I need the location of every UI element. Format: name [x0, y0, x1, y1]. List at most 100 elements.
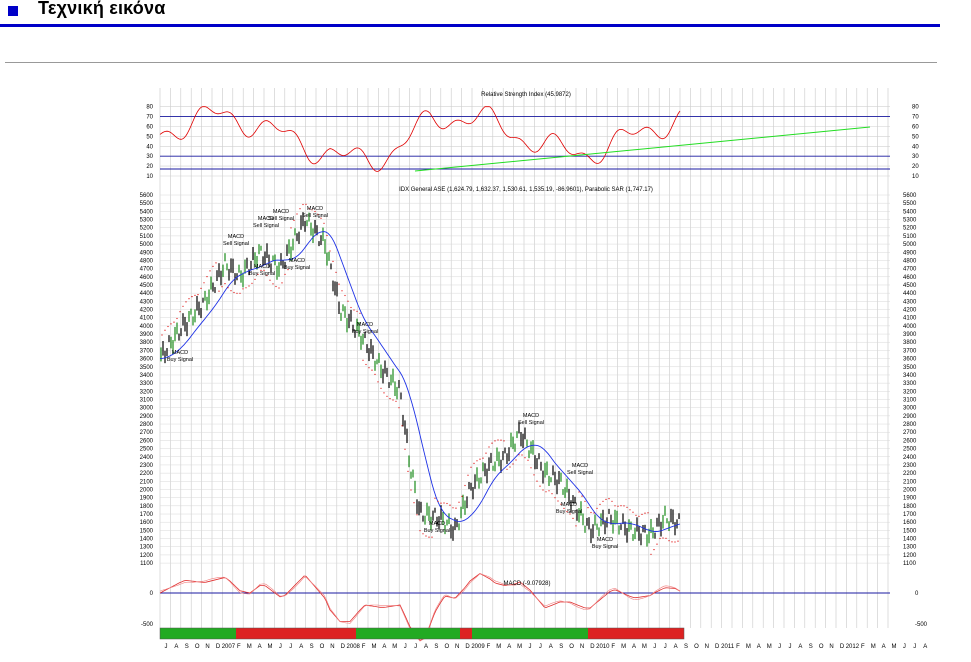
parabolic-sar-dot [548, 490, 550, 492]
trend-band-cell [376, 628, 380, 639]
trend-band-cell [608, 628, 612, 639]
price-tick-right: 4400 [903, 291, 917, 297]
signal-label-macd: MACD [258, 216, 274, 222]
header-rule [0, 24, 940, 27]
parabolic-sar-dot [545, 491, 547, 493]
trend-band-cell [432, 628, 436, 639]
trend-band-cell [336, 628, 340, 639]
x-axis-label: S [434, 644, 438, 650]
price-tick-left: 4900 [140, 250, 154, 256]
macd-tick-right: -500 [915, 622, 928, 628]
parabolic-sar-dot [572, 517, 574, 520]
trend-band-cell [604, 628, 608, 639]
price-tick-right: 3300 [903, 381, 917, 387]
parabolic-sar-dot [404, 448, 406, 450]
x-axis-label: J [289, 644, 292, 650]
price-tick-left: 1100 [140, 561, 154, 567]
parabolic-sar-dot [233, 291, 235, 294]
trend-band-cell [236, 628, 240, 639]
trend-band-cell [300, 628, 304, 639]
price-tick-right: 2400 [903, 455, 917, 461]
parabolic-sar-dot [677, 540, 679, 542]
parabolic-sar-dot [500, 439, 502, 441]
trend-band-cell [572, 628, 576, 639]
trend-band-cell [368, 628, 372, 639]
parabolic-sar-dot [323, 222, 325, 224]
parabolic-sar-dot [674, 541, 676, 543]
price-tick-right: 4300 [903, 299, 917, 305]
trend-band-cell [436, 628, 440, 639]
x-axis-label: M [621, 644, 626, 650]
price-tick-right: 1500 [903, 528, 917, 534]
trend-band-cell [616, 628, 620, 639]
parabolic-sar-dot [335, 271, 337, 273]
trend-band-cell [508, 628, 512, 639]
trend-band-cell [352, 628, 356, 639]
x-axis-label: M [372, 644, 377, 650]
x-axis-label: F [611, 644, 615, 650]
x-axis-label: M [392, 644, 397, 650]
trend-band-cell [416, 628, 420, 639]
price-tick-left: 5400 [140, 209, 154, 215]
parabolic-sar-dot [659, 537, 661, 540]
parabolic-sar-dot [275, 285, 277, 288]
x-axis-label: A [424, 644, 428, 650]
parabolic-sar-dot [644, 512, 646, 514]
price-tick-left: 4700 [140, 267, 154, 273]
price-tick-right: 1900 [903, 496, 917, 502]
rsi-tick-right: 20 [912, 164, 919, 170]
parabolic-sar-dot [365, 363, 367, 366]
parabolic-sar-dot [284, 273, 286, 275]
trend-band-cell [676, 628, 680, 639]
parabolic-sar-dot [554, 497, 556, 499]
x-axis-label: A [757, 644, 761, 650]
x-axis-label: N [455, 644, 459, 650]
parabolic-sar-dot [302, 203, 304, 206]
trend-band-cell [536, 628, 540, 639]
x-axis-label: J [789, 644, 792, 650]
trend-band-cell [556, 628, 560, 639]
rsi-line [159, 106, 681, 172]
trend-band-cell [656, 628, 660, 639]
x-axis-label: N [330, 644, 334, 650]
trend-band-cell [344, 628, 348, 639]
parabolic-sar-dot [617, 505, 619, 507]
price-tick-left: 1700 [140, 512, 154, 518]
parabolic-sar-dot [599, 503, 601, 505]
parabolic-sar-dot [527, 459, 529, 461]
signal-label-type: Sell Signal [302, 213, 328, 219]
price-tick-left: 5000 [140, 242, 154, 248]
price-tick-right: 4000 [903, 324, 917, 330]
x-axis-label: O [320, 644, 325, 650]
price-tick-left: 2500 [140, 447, 154, 453]
signal-label-type: Buy Signal [167, 357, 193, 363]
price-tick-left: 1800 [140, 504, 154, 510]
price-tick-right: 2900 [903, 414, 917, 420]
parabolic-sar-dot [215, 262, 217, 264]
trend-band-cell [408, 628, 412, 639]
x-axis-label: M [268, 644, 273, 650]
parabolic-sar-dot [371, 369, 373, 371]
parabolic-sar-dot [257, 273, 259, 275]
parabolic-sar-dot [461, 495, 463, 497]
trend-band-cell [172, 628, 176, 639]
parabolic-sar-dot [530, 467, 532, 469]
trend-band-cell [544, 628, 548, 639]
rsi-tick-right: 40 [912, 144, 919, 150]
x-axis-label: M [871, 644, 876, 650]
parabolic-sar-dot [341, 290, 343, 292]
price-label: IDX General ASE (1,624.79, 1,632.37, 1,5… [399, 187, 653, 193]
trend-band-cell [196, 628, 200, 639]
price-tick-right: 2000 [903, 487, 917, 493]
parabolic-sar-dot [446, 502, 448, 505]
trend-band-cell [264, 628, 268, 639]
price-tick-left: 1400 [140, 537, 154, 543]
parabolic-sar-dot [524, 457, 526, 459]
signal-label-macd: MACD [228, 234, 244, 240]
parabolic-sar-dot [620, 505, 622, 507]
x-axis-label: A [258, 644, 262, 650]
price-tick-right: 2800 [903, 422, 917, 428]
x-axis-label: S [809, 644, 813, 650]
trend-band-cell [252, 628, 256, 639]
parabolic-sar-dot [350, 306, 352, 309]
